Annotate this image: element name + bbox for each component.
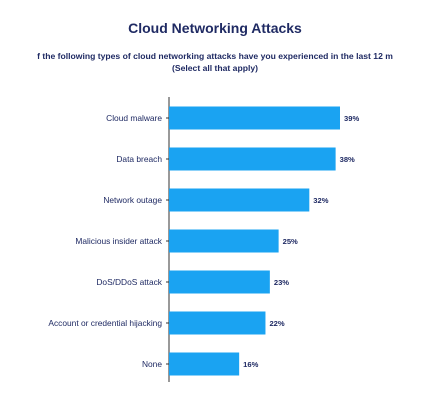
value-label: 16%	[243, 360, 258, 369]
category-label: Cloud malware	[106, 113, 162, 123]
bar-cloud-malware	[169, 106, 340, 130]
bar-dos-ddos-attack	[169, 270, 270, 294]
bar-none	[169, 352, 240, 376]
value-label: 32%	[313, 196, 328, 205]
category-label: Account or credential hijacking	[48, 318, 162, 328]
category-label: Network outage	[103, 195, 162, 205]
chart-subtitle-line-1: f the following types of cloud networkin…	[37, 51, 393, 61]
chart-subtitle-line-2: (Select all that apply)	[172, 63, 258, 73]
bar-account-or-credential-hijacking	[169, 311, 266, 335]
value-label: 22%	[269, 319, 284, 328]
bar-malicious-insider-attack	[169, 229, 279, 253]
bar-data-breach	[169, 147, 336, 171]
value-label: 38%	[340, 155, 355, 164]
chart-title: Cloud Networking Attacks	[128, 20, 302, 36]
category-label: DoS/DDoS attack	[96, 277, 162, 287]
category-label: Data breach	[116, 154, 162, 164]
category-label: Malicious insider attack	[75, 236, 162, 246]
bar-network-outage	[169, 188, 310, 212]
value-label: 39%	[344, 114, 359, 123]
chart-subtitle: f the following types of cloud networkin…	[0, 50, 430, 74]
value-label: 23%	[274, 278, 289, 287]
value-label: 25%	[283, 237, 298, 246]
category-label: None	[142, 359, 162, 369]
